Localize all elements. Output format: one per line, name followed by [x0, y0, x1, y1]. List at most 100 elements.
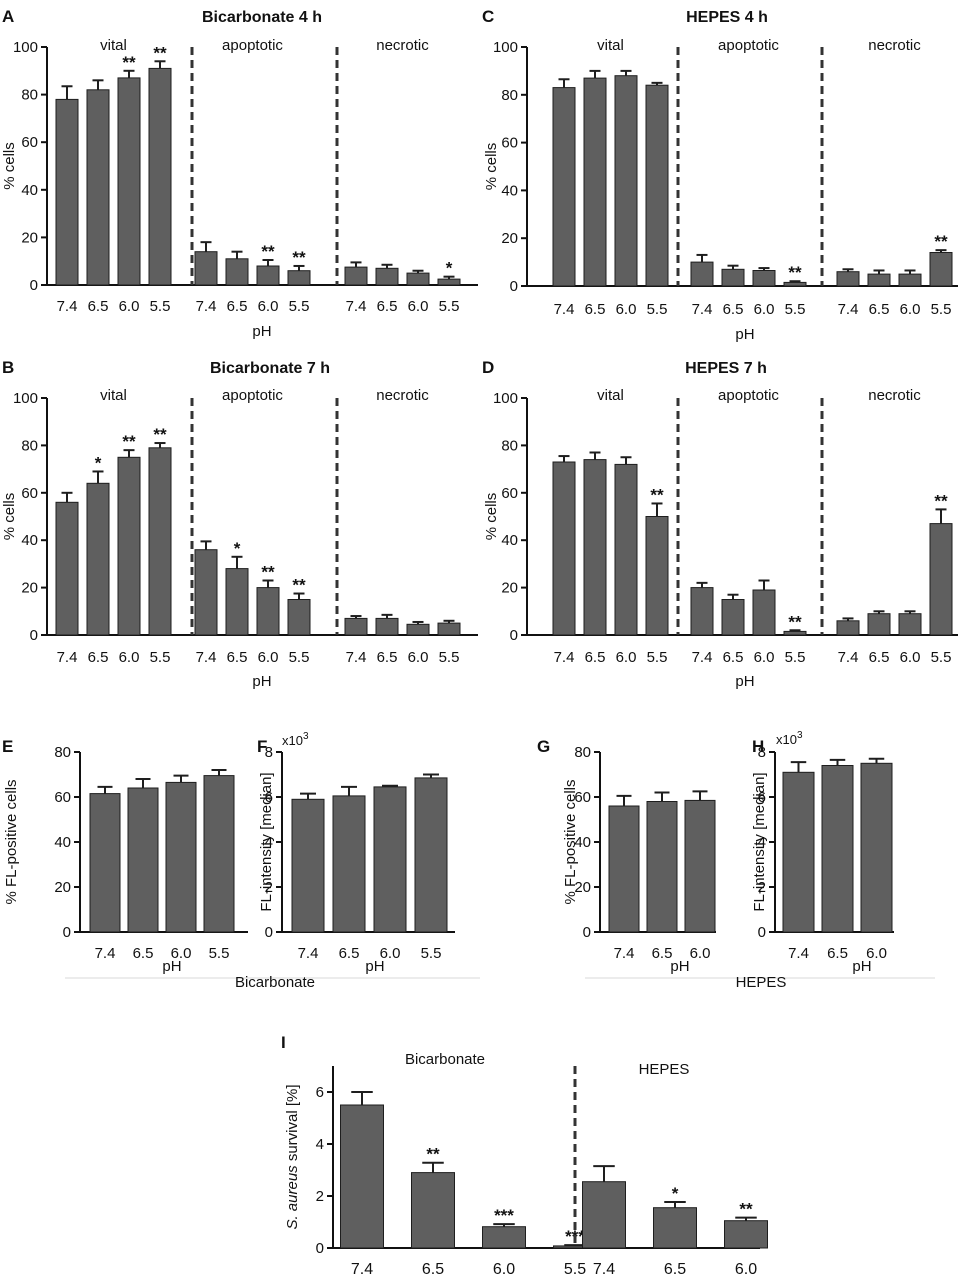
panel-title: Bicarbonate 7 h [210, 360, 330, 377]
y-tick-label: 100 [493, 390, 518, 407]
x-tick-label: 6.0 [900, 649, 921, 666]
y-axis-label: % FL-positive cells [562, 779, 579, 904]
y-tick-label: 100 [13, 39, 38, 56]
x-tick-label: 7.4 [351, 1261, 373, 1278]
significance-label: * [672, 1184, 679, 1203]
x-tick-label: 6.5 [652, 945, 673, 962]
bar-A-0-0 [55, 98, 79, 286]
x-axis-label: pH [852, 958, 871, 975]
bar-C-2-0 [836, 271, 860, 287]
panel-label: A [2, 7, 14, 26]
bar-H-2 [860, 762, 893, 933]
bar-D-0-1 [583, 459, 607, 636]
x-tick-label: 6.5 [377, 298, 398, 315]
x-tick-label: 5.5 [647, 301, 668, 318]
x-tick-label: 7.4 [788, 945, 809, 962]
group-label: necrotic [376, 387, 429, 404]
x-tick-label: 5.5 [289, 298, 310, 315]
panel-C: C HEPES 4 h 0 20 40 60 80 100 % cells pH 7.4 6.5 6.0… [482, 7, 958, 343]
bar-D-1-1 [721, 599, 745, 636]
x-tick-label: 6.0 [258, 298, 279, 315]
group-label: HEPES [639, 1061, 690, 1078]
y-tick-label: 0 [30, 277, 38, 294]
x-tick-label: 6.0 [735, 1261, 757, 1278]
x-tick-label: 7.4 [554, 301, 575, 318]
panel-label: H [752, 737, 764, 756]
bar-H-1 [821, 765, 854, 933]
group-label: vital [100, 37, 127, 54]
y-axis-label-species: S. aureus [284, 1165, 301, 1230]
x-tick-label: 7.4 [346, 298, 367, 315]
x-tick-label: 7.4 [554, 649, 575, 666]
x-tick-label: 6.0 [258, 649, 279, 666]
x-tick-label: 5.5 [564, 1261, 586, 1278]
y-multiplier: x103 [282, 731, 309, 748]
x-tick-label: 7.4 [298, 945, 319, 962]
bar-C-2-2 [898, 273, 922, 287]
significance-label: ** [122, 53, 136, 72]
y-multiplier-exponent: 3 [797, 730, 803, 741]
bar-C-1-0 [690, 261, 714, 287]
y-tick-label: 60 [54, 789, 71, 806]
x-tick-label: 6.5 [88, 649, 109, 666]
x-tick-label: 7.4 [593, 1261, 615, 1278]
x-tick-label: 6.0 [616, 649, 637, 666]
significance-label: ** [292, 576, 306, 595]
significance-label: ** [934, 232, 948, 251]
x-tick-label: 6.5 [723, 301, 744, 318]
x-tick-label: 7.4 [692, 649, 713, 666]
bar-A-0-3 [148, 67, 172, 286]
significance-label: ** [934, 491, 948, 510]
y-tick-label: 40 [21, 182, 38, 199]
group-label: necrotic [376, 37, 429, 54]
y-tick-label: 0 [758, 924, 766, 941]
panel-label: I [281, 1033, 286, 1052]
bar-B-0-1 [86, 482, 110, 636]
bar-A-1-0 [194, 251, 218, 286]
y-tick-label: 60 [574, 789, 591, 806]
group-label: vital [100, 387, 127, 404]
y-axis-label: S. aureus survival [%] [284, 1084, 301, 1229]
y-tick-label: 6 [265, 789, 273, 806]
x-axis-label: pH [735, 673, 754, 690]
x-tick-label: 6.5 [585, 649, 606, 666]
bar-A-2-2 [406, 272, 430, 286]
bar-B-2-2 [406, 623, 430, 636]
bar-C-2-1 [867, 273, 891, 287]
bar-I-0-1 [411, 1172, 455, 1249]
x-tick-label: 6.5 [723, 649, 744, 666]
bar-A-1-1 [225, 258, 249, 286]
bar-B-1-3 [287, 599, 311, 636]
bar-B-2-3 [437, 622, 461, 636]
y-tick-label: 4 [758, 834, 766, 851]
panel-H: H 0 2 4 6 8 FL-intensity [median] x103 pH 7.4 6.5 6… [751, 730, 894, 975]
group-label: apoptotic [718, 37, 779, 54]
x-tick-label: 6.0 [493, 1261, 515, 1278]
y-axis-label-unit: survival [%] [284, 1084, 301, 1165]
y-multiplier-base: x10 [282, 733, 303, 748]
y-tick-label: 8 [265, 744, 273, 761]
x-tick-label: 6.5 [869, 301, 890, 318]
bar-D-0-3 [645, 516, 669, 636]
significance-label: *** [494, 1206, 514, 1225]
x-tick-label: 6.0 [408, 298, 429, 315]
bar-E-3 [203, 775, 235, 933]
y-tick-label: 40 [501, 182, 518, 199]
bar-B-0-0 [55, 501, 79, 636]
group-label: necrotic [868, 387, 921, 404]
significance-label: * [95, 453, 102, 472]
bar-B-0-3 [148, 447, 172, 636]
bar-D-1-0 [690, 587, 714, 636]
x-tick-label: 5.5 [439, 298, 460, 315]
significance-label: ** [788, 263, 802, 282]
bar-D-1-3 [783, 630, 807, 636]
x-tick-label: 6.0 [119, 649, 140, 666]
x-tick-label: 6.5 [422, 1261, 444, 1278]
y-tick-label: 0 [510, 627, 518, 644]
x-tick-label: 5.5 [931, 649, 952, 666]
y-tick-label: 40 [501, 532, 518, 549]
bar-F-2 [373, 786, 407, 933]
y-tick-label: 8 [758, 744, 766, 761]
panel-label: E [2, 737, 13, 756]
x-axis-label: pH [365, 958, 384, 975]
